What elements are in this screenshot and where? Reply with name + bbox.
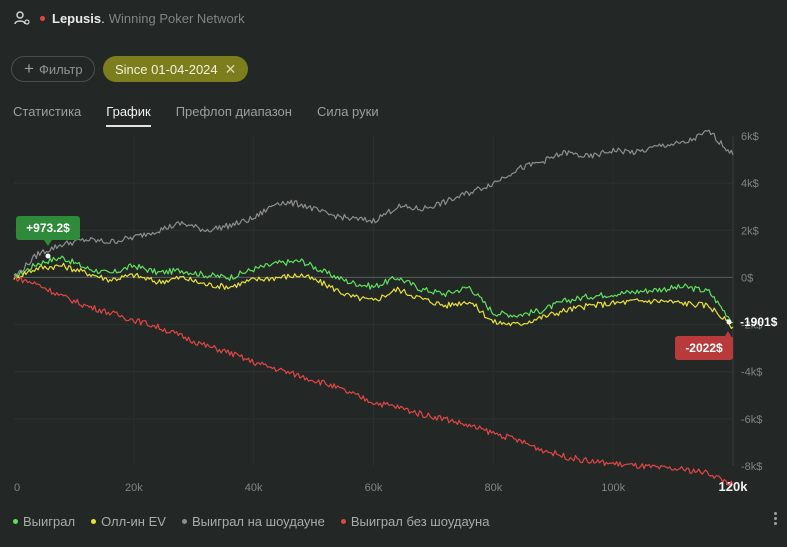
player-name: Lepusis [52,10,102,26]
y-tick-label: -2k$ [741,320,762,332]
status-dot [40,15,45,21]
plus-icon: + [24,59,34,78]
tab-hand-strength[interactable]: Сила руки [316,104,379,119]
x-tick-label: 0 [14,482,20,494]
red-label-box [675,336,733,360]
y-tick-label: -8k$ [741,461,762,473]
date-filter-chip[interactable]: Since 01-04-2024 ✕ [103,56,249,82]
end-label: -1901$ [740,315,778,329]
user-settings-icon[interactable] [14,10,30,26]
filter-button[interactable]: + Фильтр [11,56,95,82]
tab-preflop-range[interactable]: Префлоп диапазон [175,104,292,119]
peak-marker [45,253,51,259]
legend-item-allin-ev[interactable]: Олл-ин EV [91,514,166,529]
x-tick-label: 100k [601,482,625,494]
legend-label: Выиграл без шоудауна [350,514,490,529]
red-label-pointer [725,331,731,336]
red-label: -2022$ [685,341,723,355]
legend-dot [340,519,346,524]
x-tick-label: 80k [484,482,502,494]
tab-statistics[interactable]: Статистика [13,104,82,119]
x-tick-label: 40k [245,482,263,494]
filter-label: Фильтр [38,61,83,77]
y-tick-label: -4k$ [741,367,762,379]
series-line [13,262,734,329]
legend-label: Выиграл [23,514,76,529]
legend-item-showdown[interactable]: Выиграл на шоудауне [181,514,325,529]
date-chip-label: Since 01-04-2024 [115,61,218,77]
peak-label: +973.2$ [26,221,70,235]
tab-bar: Статистика График Префлоп диапазон Сила … [13,104,379,127]
chart-legend: Выиграл Олл-ин EV Выиграл на шоудауне Вы… [13,514,489,529]
y-tick-label: 6k$ [741,131,759,143]
legend-item-non-showdown[interactable]: Выиграл без шоудауна [340,514,490,529]
x-tick-label: 60k [365,482,383,494]
y-tick-label: 0$ [741,272,753,284]
y-tick-label: 2k$ [741,225,759,237]
series-line [13,255,734,324]
legend-dot [181,519,187,524]
peak-label-pointer [44,240,52,246]
legend-item-won[interactable]: Выиграл [13,514,75,529]
x-tick-label: 20k [125,482,143,494]
network-name: Winning Poker Network [108,10,245,26]
name-separator: . [101,10,105,26]
legend-label: Выиграл на шоудауне [191,514,325,529]
legend-label: Олл-ин EV [101,514,166,529]
tab-graph[interactable]: График [106,104,151,127]
more-options-icon[interactable] [774,512,777,527]
player-header: Lepusis . Winning Poker Network [14,8,245,28]
series-line [13,276,734,486]
series-line [13,129,734,279]
close-icon[interactable]: ✕ [224,60,237,77]
end-marker [726,319,732,325]
x-tick-label: 120k [719,479,749,494]
legend-dot [13,519,18,524]
peak-label-box [16,216,80,240]
y-tick-label: 4k$ [741,178,759,190]
y-tick-label: -6k$ [741,414,762,426]
filter-bar: + Фильтр Since 01-04-2024 ✕ [11,56,249,82]
legend-dot [91,519,97,524]
